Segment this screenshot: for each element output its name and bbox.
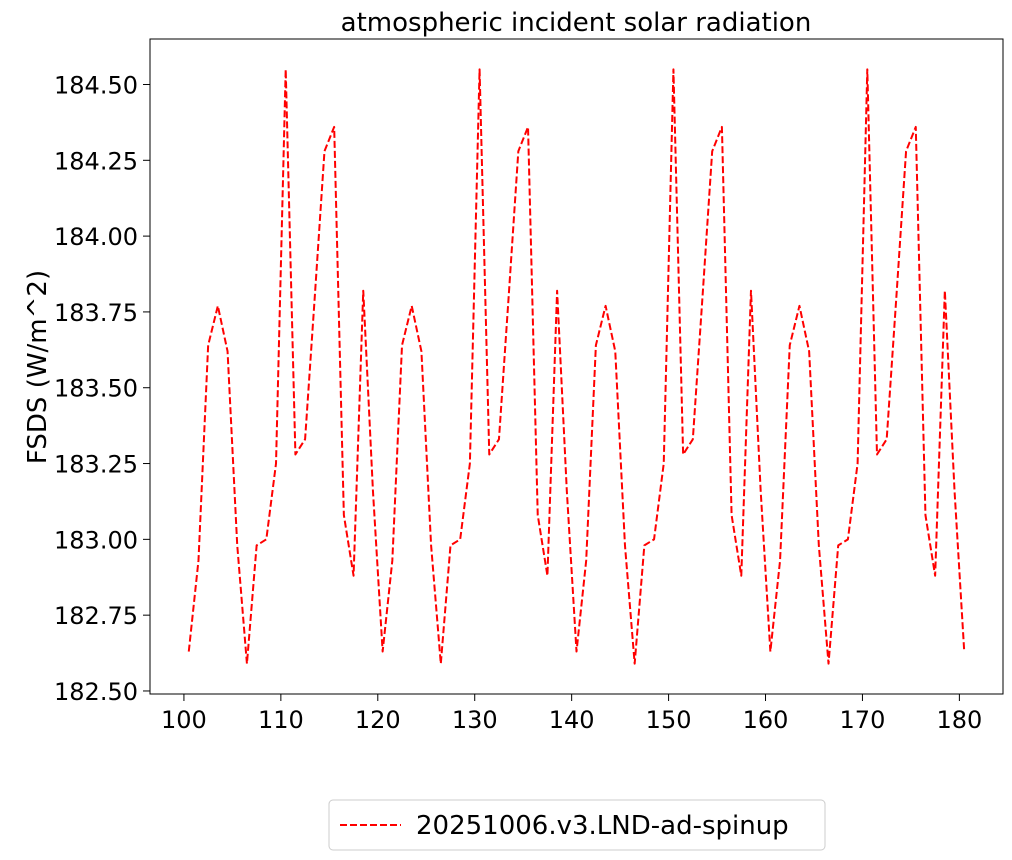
x-tick-label: 130 bbox=[452, 706, 498, 734]
y-tick-label: 184.50 bbox=[54, 71, 138, 99]
y-tick-label: 184.25 bbox=[54, 147, 138, 175]
plot-area-frame bbox=[149, 38, 1004, 695]
x-tick-label: 140 bbox=[549, 706, 595, 734]
x-tick-label: 180 bbox=[936, 706, 982, 734]
legend-label: 20251006.v3.LND-ad-spinup bbox=[416, 811, 789, 841]
chart-title: atmospheric incident solar radiation bbox=[341, 8, 812, 38]
x-tick-label: 100 bbox=[161, 706, 207, 734]
x-tick-label: 160 bbox=[743, 706, 789, 734]
x-tick-label: 120 bbox=[355, 706, 401, 734]
y-tick-label: 182.75 bbox=[54, 602, 138, 630]
y-tick-label: 183.25 bbox=[54, 451, 138, 479]
y-tick-label: 183.50 bbox=[54, 375, 138, 403]
x-tick-label: 170 bbox=[840, 706, 886, 734]
y-axis: 182.50 182.75 183.00 183.25 183.50 183.75 184.… bbox=[54, 71, 150, 706]
series-line bbox=[187, 68, 966, 665]
x-tick-label: 110 bbox=[258, 706, 304, 734]
legend: 20251006.v3.LND-ad-spinup bbox=[328, 799, 826, 851]
y-axis-title: FSDS (W/m^2) bbox=[23, 270, 53, 464]
series-layer bbox=[187, 68, 966, 665]
y-tick-label: 184.00 bbox=[54, 223, 138, 251]
y-tick-label: 183.00 bbox=[54, 526, 138, 554]
x-tick-label: 150 bbox=[646, 706, 692, 734]
legend-frame bbox=[328, 799, 826, 851]
y-tick-label: 183.75 bbox=[54, 299, 138, 327]
y-tick-label: 182.50 bbox=[54, 678, 138, 706]
x-axis: 100 110 120 130 140 150 160 170 180 bbox=[161, 694, 982, 734]
